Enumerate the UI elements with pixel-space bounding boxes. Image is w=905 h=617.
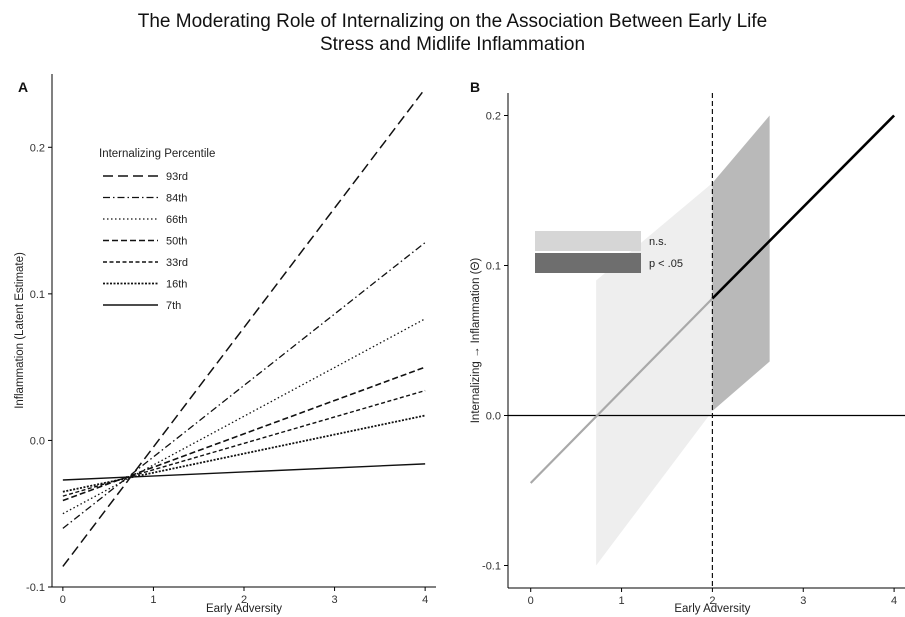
panel-b-legend-swatch-ns (535, 231, 641, 251)
panel-a-x-tick-label: 3 (332, 594, 338, 606)
panel-a-legend-label-33rd: 33rd (166, 257, 188, 269)
figure-title: The Moderating Role of Internalizing on … (0, 10, 905, 56)
figure-title-line-1: The Moderating Role of Internalizing on … (137, 11, 768, 32)
panel-a-legend-label-84th: 84th (166, 193, 187, 205)
panel-b-y-tick-label: -0.1 (482, 561, 501, 573)
panel-a-y-tick-label: -0.1 (26, 582, 45, 594)
panel-a-x-tick-label: 4 (422, 594, 428, 606)
panel-a-series-line-33rd (62, 389, 426, 497)
panel-a-y-axis-title: Inflammation (Latent Estimate) (14, 252, 26, 409)
panel-b-legend-label-significant: p < .05 (649, 258, 683, 270)
panel-b-letter: B (470, 79, 480, 95)
panel-b-confidence-band-ns (596, 183, 713, 566)
panel-b-slope-line-ns (529, 297, 714, 484)
panel-a-legend-label-50th: 50th (166, 236, 187, 248)
panel-a-legend-label-93rd: 93rd (166, 171, 188, 183)
panel-b-x-tick-label: 2 (709, 595, 715, 607)
panel-a-series-line-66th (62, 318, 426, 515)
panel-b-x-tick-label: 4 (891, 595, 897, 607)
panel-a-x-tick-label: 1 (150, 594, 156, 606)
panel-a-series-line-7th (62, 463, 426, 481)
panel-a-x-tick-label: 0 (60, 594, 66, 606)
panel-b-slope-line-significant (711, 114, 896, 300)
panel-a: A -0.1 0.0 0.1 0.2 0 1 2 3 4 Early Adversity Inflam… (14, 74, 436, 615)
panel-a-legend-label-66th: 66th (166, 214, 187, 226)
panel-b: B -0.1 0.0 0.1 0.2 0 1 2 3 4 Early Adversity Intern… (470, 79, 905, 615)
panel-a-x-tick-label: 2 (241, 594, 247, 606)
panel-a-y-tick-label: 0.0 (30, 435, 45, 447)
panel-b-legend-label-ns: n.s. (649, 236, 667, 248)
panel-b-y-tick-label: 0.0 (486, 411, 501, 423)
panel-a-series-line-93rd (62, 88, 426, 567)
panel-a-y-tick-label: 0.2 (30, 142, 45, 154)
panel-b-x-tick-label: 0 (528, 595, 534, 607)
panel-a-legend-label-16th: 16th (166, 279, 187, 291)
panel-a-series-line-50th (62, 366, 426, 502)
panel-b-y-tick-label: 0.2 (486, 111, 501, 123)
figure-title-line-2: Stress and Midlife Inflammation (319, 34, 586, 55)
panel-b-confidence-band-significant (712, 115, 770, 411)
panel-b-legend-swatch-significant (535, 253, 641, 273)
panel-a-series-line-84th (62, 242, 426, 529)
panel-b-x-tick-label: 1 (618, 595, 624, 607)
panel-a-letter: A (18, 79, 28, 95)
panel-a-legend-title: Internalizing Percentile (99, 148, 215, 160)
panel-a-legend-label-7th: 7th (166, 300, 181, 312)
panel-b-y-axis-title: Internalizing → Inflammation (Θ) (470, 258, 482, 424)
panel-a-x-axis-title: Early Adversity (206, 603, 282, 615)
panel-b-y-tick-label: 0.1 (486, 261, 501, 273)
panel-b-x-tick-label: 3 (800, 595, 806, 607)
panel-a-y-tick-label: 0.1 (30, 289, 45, 301)
panel-b-x-axis-title: Early Adversity (674, 603, 750, 615)
panel-a-series-line-16th (62, 414, 426, 493)
